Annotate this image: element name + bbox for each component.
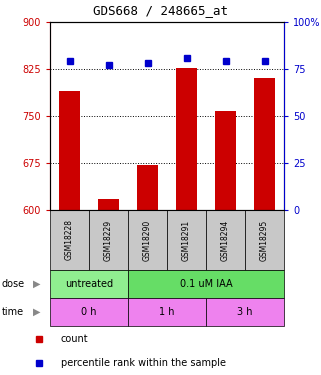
Bar — [137, 165, 158, 210]
Text: 0.1 uM IAA: 0.1 uM IAA — [180, 279, 232, 289]
Text: ▶: ▶ — [33, 279, 40, 289]
Text: 0 h: 0 h — [81, 307, 97, 317]
Bar — [254, 78, 275, 210]
Bar — [167, 210, 206, 270]
Bar — [50, 298, 128, 326]
Bar — [59, 91, 80, 210]
Bar — [98, 199, 119, 210]
Bar — [206, 210, 245, 270]
Text: GSM18294: GSM18294 — [221, 219, 230, 261]
Text: percentile rank within the sample: percentile rank within the sample — [61, 358, 226, 368]
Text: untreated: untreated — [65, 279, 113, 289]
Bar — [128, 210, 167, 270]
Bar — [176, 68, 197, 210]
Bar — [245, 210, 284, 270]
Text: GSM18291: GSM18291 — [182, 219, 191, 261]
Text: GSM18290: GSM18290 — [143, 219, 152, 261]
Text: 1 h: 1 h — [159, 307, 175, 317]
Bar — [89, 210, 128, 270]
Text: 3 h: 3 h — [237, 307, 253, 317]
Text: GDS668 / 248665_at: GDS668 / 248665_at — [93, 4, 228, 17]
Bar — [128, 298, 206, 326]
Bar — [128, 270, 284, 298]
Text: ▶: ▶ — [33, 307, 40, 317]
Text: time: time — [2, 307, 24, 317]
Text: GSM18228: GSM18228 — [65, 219, 74, 261]
Bar — [215, 111, 236, 210]
Bar — [50, 270, 128, 298]
Text: count: count — [61, 334, 89, 344]
Bar — [50, 210, 89, 270]
Text: GSM18295: GSM18295 — [260, 219, 269, 261]
Bar — [206, 298, 284, 326]
Text: dose: dose — [2, 279, 25, 289]
Text: GSM18229: GSM18229 — [104, 219, 113, 261]
